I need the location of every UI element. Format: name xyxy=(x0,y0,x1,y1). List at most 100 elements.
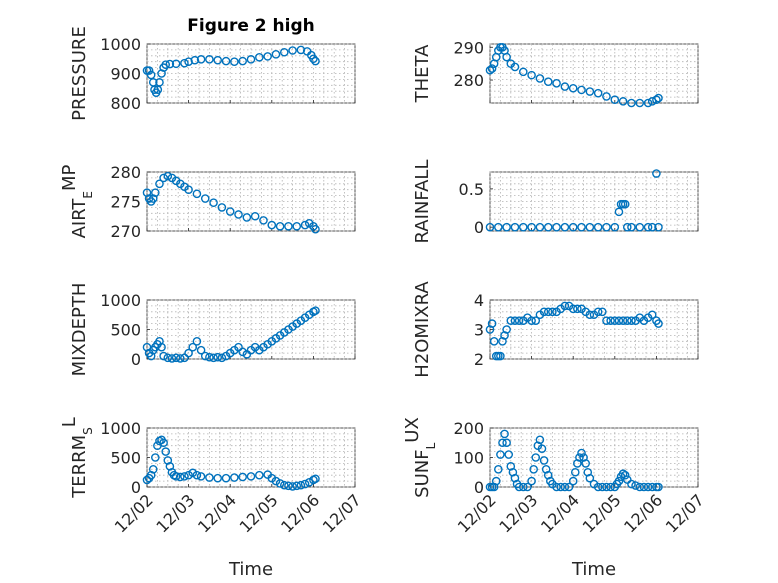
data-point xyxy=(489,336,499,346)
data-point xyxy=(535,74,545,83)
data-point xyxy=(192,336,202,346)
data-point xyxy=(647,310,657,320)
x-tick-label: 12/04 xyxy=(537,490,583,536)
data-point xyxy=(217,203,227,212)
data-point xyxy=(288,46,297,55)
data-point xyxy=(639,482,649,492)
data-point xyxy=(618,316,628,325)
data-point xyxy=(159,438,168,448)
data-point xyxy=(263,52,272,61)
y-tick-label: 3 xyxy=(474,321,484,340)
data-point xyxy=(514,482,524,492)
data-point xyxy=(300,479,310,489)
x-tick-label: 12/02 xyxy=(111,490,157,536)
data-point xyxy=(523,482,532,492)
data-point xyxy=(485,65,495,75)
data-point xyxy=(288,482,297,491)
data-point xyxy=(504,450,514,459)
x-axis-label-right: Time xyxy=(571,559,616,580)
y-tick-label: 1000 xyxy=(100,291,141,310)
data-point xyxy=(238,56,247,66)
x-tick-label: 12/03 xyxy=(495,490,541,536)
data-point xyxy=(518,482,528,492)
y-tick-label: 275 xyxy=(110,193,141,212)
data-point xyxy=(180,353,189,363)
y-tick-label: 270 xyxy=(110,222,141,241)
data-point xyxy=(221,473,231,483)
data-point xyxy=(527,222,536,232)
data-point xyxy=(171,472,181,481)
data-point xyxy=(487,64,497,73)
y-tick-label: 4 xyxy=(474,291,484,310)
data-point xyxy=(192,470,202,480)
data-point xyxy=(631,481,640,490)
data-point xyxy=(627,98,636,108)
data-point xyxy=(213,473,223,483)
y-tick-label: 200 xyxy=(453,419,484,438)
data-point xyxy=(496,351,505,361)
x-tick-label: 12/03 xyxy=(152,490,198,536)
data-point xyxy=(250,211,260,221)
y-tick-label: 500 xyxy=(110,321,141,340)
data-point xyxy=(556,482,566,492)
data-point xyxy=(552,222,561,232)
data-point xyxy=(485,222,495,232)
data-point xyxy=(527,476,536,486)
data-point xyxy=(573,304,582,314)
data-point xyxy=(635,482,645,492)
y-tick-label: 290 xyxy=(453,38,484,57)
data-point xyxy=(539,456,549,465)
data-point xyxy=(180,58,189,68)
data-point xyxy=(213,352,223,362)
data-point xyxy=(175,472,185,482)
data-point xyxy=(494,222,503,232)
data-point xyxy=(539,307,549,317)
data-point xyxy=(151,188,160,197)
subplot-theta: 280 290 THETA xyxy=(412,38,699,108)
data-point xyxy=(610,222,620,232)
data-point xyxy=(292,221,302,231)
data-point xyxy=(654,93,663,103)
data-point xyxy=(246,472,256,481)
data-point xyxy=(217,353,227,363)
data-point xyxy=(296,480,306,490)
data-point xyxy=(531,316,541,325)
data-point xyxy=(309,54,318,64)
data-point xyxy=(647,482,657,492)
data-point xyxy=(148,464,158,474)
data-point xyxy=(570,467,580,477)
data-point xyxy=(255,52,264,62)
data-point xyxy=(502,222,511,232)
data-point xyxy=(292,481,302,491)
data-point xyxy=(610,95,620,105)
data-point xyxy=(602,92,611,101)
data-point xyxy=(560,482,570,492)
x-tick-label: 12/06 xyxy=(277,490,323,536)
data-point xyxy=(192,189,202,199)
y-axis-label: MIXDEPTH xyxy=(69,283,90,377)
data-point xyxy=(552,482,561,492)
data-point xyxy=(614,207,624,217)
data-point xyxy=(255,470,264,480)
y-tick-label: 280 xyxy=(453,71,484,90)
data-point xyxy=(654,482,663,492)
x-axis-label-left: Time xyxy=(228,559,273,580)
subplot-air-temp: 270 275 280 AIRTEMP xyxy=(59,163,356,241)
data-point xyxy=(568,83,578,93)
data-point xyxy=(184,185,193,194)
y-tick-label: 0 xyxy=(474,478,484,497)
y-axis-label: AIRTEMP xyxy=(59,164,96,238)
data-point xyxy=(279,47,289,57)
data-point xyxy=(275,479,285,488)
subplot-pressure: 800 900 1000 PRESSURE xyxy=(69,26,356,121)
data-point xyxy=(196,472,206,481)
data-point xyxy=(610,316,620,325)
data-point xyxy=(548,307,557,317)
data-point xyxy=(311,474,320,484)
y-tick-label: 0.5 xyxy=(459,180,484,199)
data-point xyxy=(654,222,663,232)
y-tick-label: 900 xyxy=(110,65,141,84)
data-point xyxy=(593,482,603,492)
data-point xyxy=(647,222,657,232)
